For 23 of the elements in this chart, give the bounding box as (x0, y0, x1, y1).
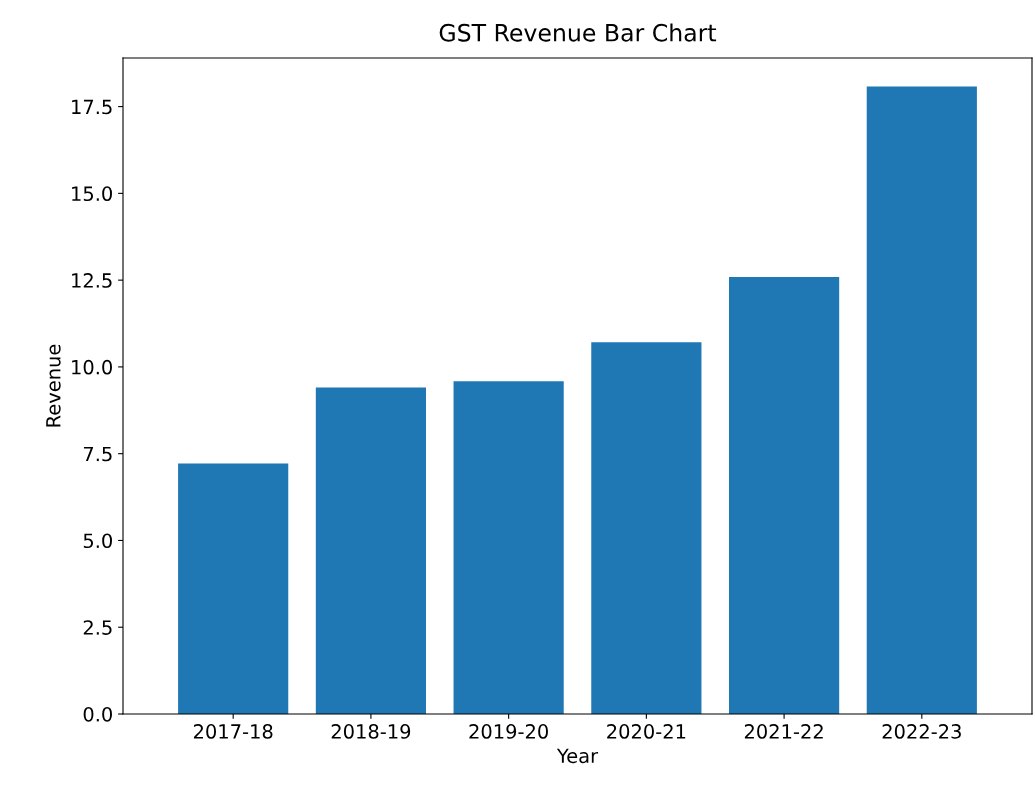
y-tick-label: 15.0 (72, 186, 112, 202)
y-tick-label: 0.0 (83, 706, 112, 722)
y-tick-label: 5.0 (83, 533, 112, 549)
y-tick-label: 12.5 (72, 273, 112, 288)
chart-title: GST Revenue Bar Chart (439, 23, 717, 42)
bar (453, 381, 564, 714)
x-tick-label: 2021-22 (744, 724, 823, 739)
bar (591, 342, 702, 714)
x-tick-label: 2022-23 (882, 724, 961, 739)
bar (178, 463, 289, 714)
y-axis-title: Revenue (46, 344, 61, 427)
x-tick-label: 2018-19 (331, 724, 411, 739)
x-tick-label: 2017-18 (193, 724, 273, 739)
x-axis-title: Year (556, 748, 599, 764)
y-tick-label: 7.5 (83, 446, 112, 462)
y-tick-label: 17.5 (72, 99, 112, 115)
y-tick-label: 10.0 (72, 359, 112, 375)
x-tick-label: 2019-20 (469, 724, 548, 739)
bar (866, 86, 977, 714)
x-tick-label: 2020-21 (607, 724, 686, 739)
bar (315, 387, 426, 714)
y-tick-label: 2.5 (83, 620, 112, 635)
bar (729, 277, 840, 714)
